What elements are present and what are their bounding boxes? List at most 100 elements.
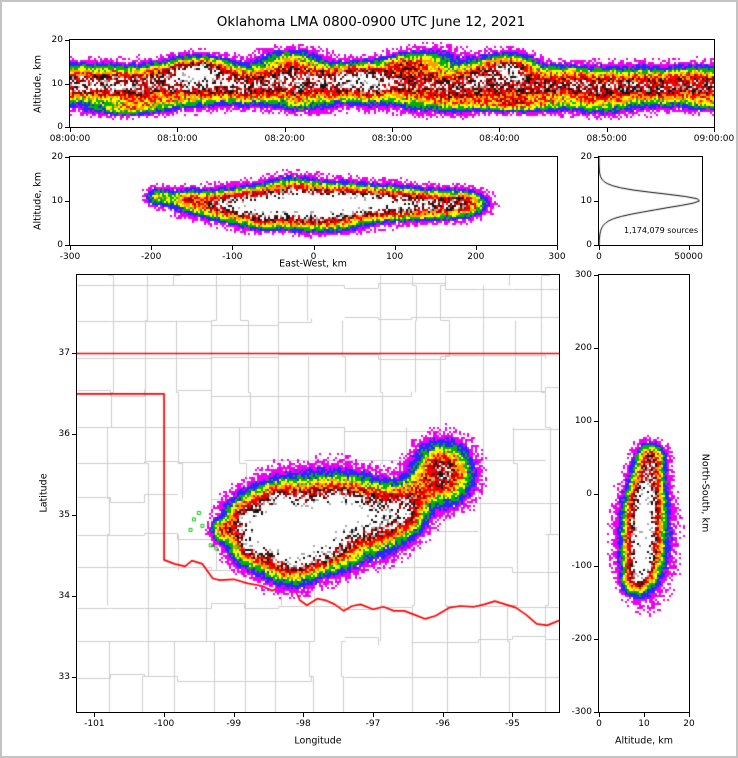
histogram-canvas — [599, 157, 702, 245]
tick-label: 09:00:00 — [693, 134, 735, 144]
tick-mark — [594, 347, 598, 349]
tick-mark — [594, 201, 598, 202]
tick-mark — [606, 128, 608, 132]
tick-label: -98 — [296, 719, 311, 729]
tick-label: 0 — [586, 240, 592, 250]
tick-label: -100 — [571, 561, 592, 572]
tick-mark — [373, 713, 375, 717]
tick-mark — [164, 713, 166, 717]
tick-mark — [284, 128, 286, 132]
tick-label: 0 — [596, 252, 602, 262]
tick-label: 50000 — [674, 252, 703, 262]
tick-label: 08:20:00 — [264, 134, 305, 144]
tick-mark — [594, 245, 598, 246]
tick-mark — [599, 246, 600, 250]
tick-label: -95 — [504, 719, 520, 729]
tick-label: 100 — [386, 252, 404, 262]
tick-mark — [689, 713, 690, 717]
tick-label: 34 — [58, 591, 70, 602]
chart-title: Oklahoma LMA 0800-0900 UTC June 12, 2021 — [216, 14, 526, 30]
tick-label: 20 — [580, 152, 592, 162]
tick-mark — [65, 40, 69, 41]
tick-mark — [714, 128, 715, 132]
tick-label: 300 — [548, 252, 566, 262]
tick-mark — [151, 246, 153, 250]
panel-east-west-cross-section — [69, 156, 558, 246]
tick-mark — [72, 677, 76, 679]
tick-label: 33 — [58, 672, 70, 683]
tick-mark — [442, 713, 444, 717]
tick-label: 37 — [58, 348, 70, 359]
east-west-canvas — [70, 157, 557, 245]
tick-label: 200 — [467, 252, 485, 262]
tick-mark — [599, 713, 600, 717]
tick-label: -96 — [435, 719, 451, 729]
tick-label: -100 — [222, 252, 243, 262]
tick-mark — [644, 713, 645, 717]
tick-label: -100 — [153, 719, 175, 729]
tick-mark — [594, 712, 598, 713]
tick-mark — [72, 353, 76, 355]
tick-mark — [594, 157, 598, 158]
tick-label: -300 — [59, 252, 81, 262]
tick-mark — [475, 246, 477, 250]
tick-label: 08:10:00 — [157, 134, 198, 144]
tick-mark — [688, 246, 690, 250]
tick-label: -200 — [140, 252, 162, 262]
tick-label: -200 — [571, 634, 592, 645]
north-south-canvas — [599, 275, 689, 712]
tick-label: 08:00:00 — [49, 134, 91, 144]
tick-mark — [233, 713, 235, 717]
tick-mark — [94, 713, 96, 717]
tick-label: 10 — [51, 78, 63, 89]
tick-mark — [594, 420, 598, 422]
tick-label: 100 — [574, 415, 592, 426]
tick-label: 20 — [51, 35, 63, 45]
tick-label: -300 — [571, 707, 592, 717]
north-south-ylabel: North-South, km — [699, 453, 711, 533]
tick-label: 08:50:00 — [586, 134, 627, 144]
tick-label: 300 — [574, 270, 592, 280]
tick-label: 36 — [58, 429, 70, 440]
tick-label: 08:30:00 — [371, 134, 413, 144]
tick-label: -101 — [84, 719, 105, 729]
map-xlabel: Longitude — [294, 735, 342, 747]
tick-label: 0 — [57, 240, 63, 250]
tick-label: 0 — [586, 488, 592, 499]
tick-label: -97 — [365, 719, 381, 729]
tick-mark — [313, 246, 315, 250]
tick-mark — [594, 275, 598, 276]
tick-mark — [65, 83, 69, 85]
tick-label: 35 — [58, 510, 70, 521]
tick-mark — [72, 515, 76, 517]
tick-mark — [512, 713, 514, 717]
tick-label: 20 — [51, 152, 63, 162]
panel-plan-view-map — [76, 274, 560, 713]
tick-mark — [303, 713, 305, 717]
tick-label: 10 — [580, 196, 592, 206]
tick-label: 20 — [683, 719, 695, 729]
tick-label: -99 — [226, 719, 242, 729]
tick-label: 10 — [51, 196, 63, 206]
time-height-canvas — [70, 40, 714, 127]
tick-label: 0 — [596, 719, 602, 729]
tick-mark — [65, 127, 69, 128]
tick-label: 08:40:00 — [479, 134, 520, 144]
tick-mark — [499, 128, 501, 132]
tick-mark — [394, 246, 396, 250]
tick-mark — [72, 434, 76, 436]
tick-mark — [70, 128, 71, 132]
tick-mark — [594, 493, 598, 495]
tick-mark — [72, 596, 76, 598]
tick-mark — [594, 566, 598, 568]
panel-north-south-cross-section — [598, 274, 690, 713]
tick-label: 0 — [57, 122, 63, 132]
tick-mark — [65, 201, 69, 202]
tick-mark — [392, 128, 393, 132]
tick-label: 10 — [638, 719, 650, 729]
sources-count: 1,174,079 sources — [624, 226, 698, 235]
tick-mark — [65, 245, 69, 246]
tick-mark — [177, 128, 179, 132]
map-ylabel: Latitude — [38, 473, 50, 513]
east-west-xlabel: East-West, km — [279, 258, 347, 270]
